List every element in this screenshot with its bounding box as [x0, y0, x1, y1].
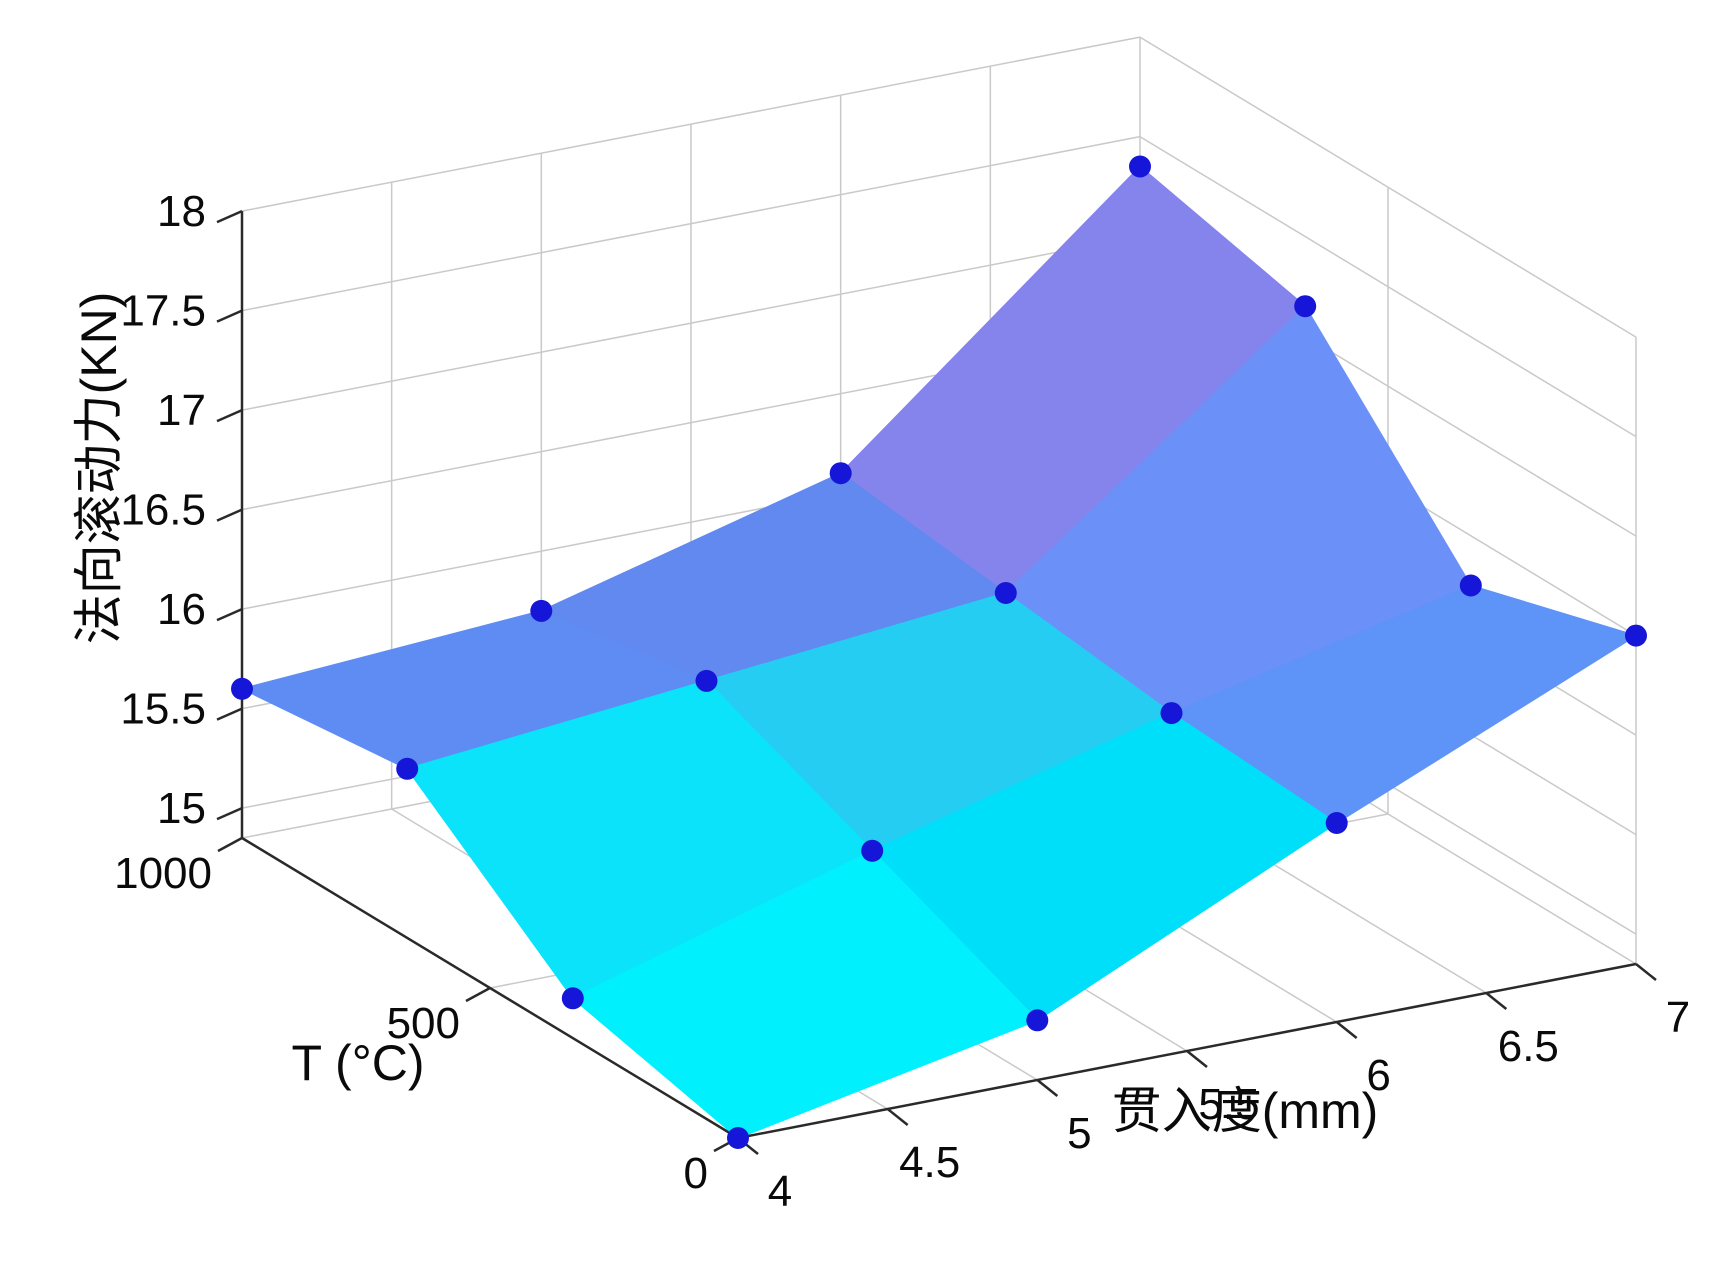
wall-gridline-z-left [241, 135, 1141, 312]
x-axis-tick [1335, 1021, 1358, 1039]
x-axis-tick [1635, 963, 1657, 981]
data-point-marker [1129, 155, 1151, 178]
z-axis-tick [216, 309, 243, 323]
data-point-marker [1459, 574, 1482, 597]
z-tick-label: 16.5 [120, 486, 206, 535]
t-tick-label: 0 [684, 1149, 708, 1198]
x-axis-tick [1485, 992, 1508, 1010]
t-axis-tick [217, 836, 243, 853]
x-tick-label: 6.5 [1498, 1022, 1559, 1071]
x-tick-label: 7 [1666, 993, 1690, 1042]
x-axis-label: 贯入度(mm) [1111, 1083, 1379, 1139]
data-point-marker [1294, 295, 1317, 318]
wall-gridline-z-left [241, 36, 1141, 212]
z-axis-tick [216, 508, 243, 522]
data-point-marker [530, 599, 553, 622]
z-axis-tick [216, 210, 243, 224]
wall-gridline-z-right [1139, 36, 1637, 338]
data-point-marker [1625, 624, 1647, 647]
x-axis-tick [1036, 1079, 1059, 1097]
z-tick-label: 15.5 [120, 685, 206, 734]
data-point-marker [231, 677, 253, 700]
data-point-marker [829, 462, 852, 485]
x-axis-tick [886, 1108, 909, 1126]
z-tick-label: 18 [157, 187, 206, 236]
z-axis-tick [216, 409, 243, 423]
data-point-marker [695, 669, 718, 692]
x-tick-label: 4.5 [899, 1138, 960, 1187]
data-point-marker [861, 839, 884, 862]
data-point-marker [1026, 1009, 1049, 1032]
x-tick-label: 5 [1067, 1109, 1091, 1158]
data-point-marker [396, 757, 419, 780]
t-axis-tick [465, 986, 491, 1003]
z-tick-label: 17 [157, 386, 206, 435]
x-tick-label: 5.5 [1198, 1080, 1259, 1129]
z-axis-label: 法向滚动力(KN) [71, 291, 127, 645]
data-point-marker [561, 987, 584, 1010]
z-axis-tick [216, 807, 243, 821]
z-axis-tick [216, 707, 243, 721]
z-tick-label: 16 [157, 585, 206, 634]
t-tick-label: 500 [387, 999, 460, 1048]
wall-gridline-z-right [1139, 136, 1637, 438]
z-axis-tick [216, 608, 243, 622]
z-tick-label: 15 [157, 784, 206, 833]
data-point-marker [994, 582, 1017, 604]
t-tick-label: 1000 [114, 849, 212, 898]
data-point-marker [727, 1127, 749, 1149]
y-axis-label: T (°C) [291, 1035, 425, 1091]
z-tick-label: 17.5 [120, 287, 206, 336]
data-point-marker [1325, 812, 1348, 834]
x-axis-tick [1186, 1050, 1208, 1068]
x-tick-label: 4 [768, 1167, 792, 1216]
wall-gridline-z-left [241, 235, 1141, 411]
data-point-marker [1160, 702, 1183, 725]
x-tick-label: 6 [1366, 1051, 1390, 1100]
